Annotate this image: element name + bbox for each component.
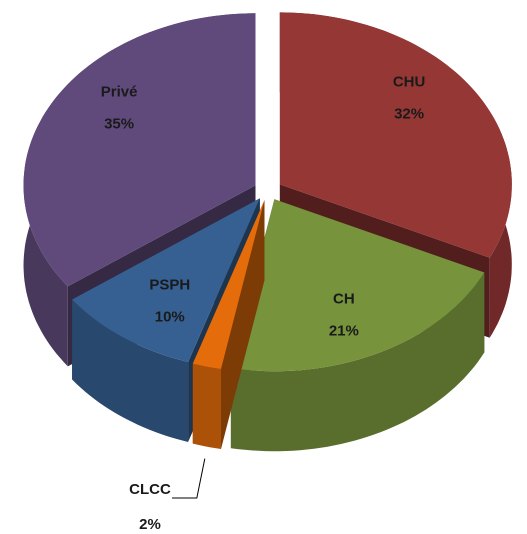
slice-top	[230, 199, 485, 372]
category-label: CH	[333, 290, 355, 307]
leader-line	[172, 458, 206, 499]
category-label: CLCC	[129, 481, 171, 498]
category-label: CHU	[393, 74, 426, 91]
value-label: 21%	[329, 322, 359, 339]
slice-top	[72, 198, 260, 362]
slice-top	[23, 13, 256, 287]
category-label: Privé	[101, 84, 138, 101]
value-label: 35%	[104, 116, 134, 133]
value-label: 10%	[155, 309, 185, 326]
slice-wall	[192, 363, 221, 449]
slice-wall	[230, 272, 485, 452]
value-label: 2%	[139, 516, 161, 533]
slice-wall	[72, 299, 189, 442]
value-label: 32%	[394, 106, 424, 123]
category-label: PSPH	[149, 277, 190, 294]
slice-top	[279, 12, 512, 258]
pie-slice	[192, 200, 265, 449]
slice-top	[192, 200, 265, 369]
